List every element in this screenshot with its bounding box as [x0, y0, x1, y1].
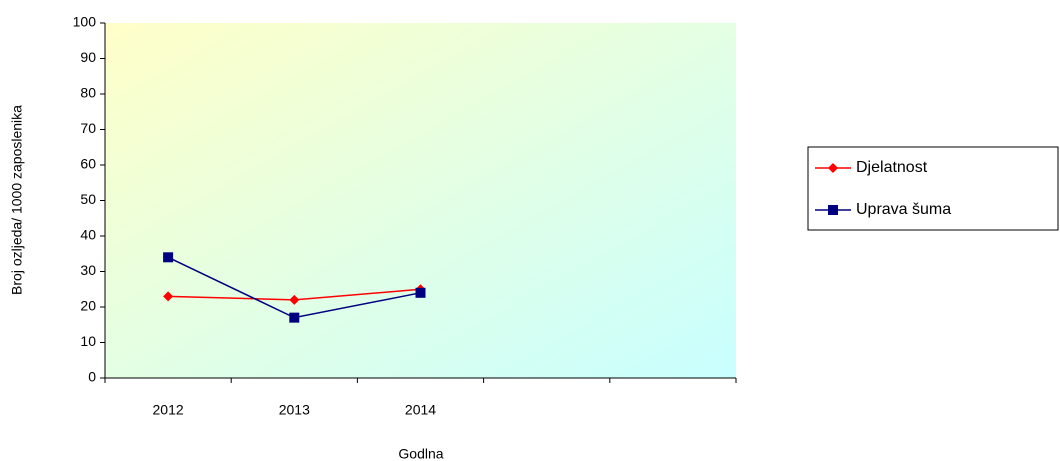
- marker: [828, 205, 838, 215]
- y-tick-label: 100: [73, 14, 97, 30]
- legend-label: Djelatnost: [856, 159, 928, 176]
- plot-area: [105, 23, 736, 378]
- y-tick-label: 40: [80, 227, 96, 243]
- y-tick-label: 50: [80, 191, 96, 207]
- legend: [807, 146, 1059, 231]
- marker: [289, 294, 300, 305]
- marker: [828, 163, 838, 173]
- y-tick-label: 70: [80, 120, 96, 136]
- x-tick-label: 2014: [405, 402, 436, 418]
- y-tick-label: 10: [80, 333, 96, 349]
- legend-label: Uprava šuma: [856, 201, 951, 218]
- x-tick-label: 2012: [153, 402, 184, 418]
- y-tick-label: 80: [80, 85, 96, 101]
- y-tick-label: 20: [80, 298, 96, 314]
- marker: [163, 252, 174, 263]
- x-tick-label: 2013: [279, 402, 310, 418]
- y-tick-label: 0: [88, 369, 96, 385]
- marker: [415, 287, 426, 298]
- y-tick-label: 90: [80, 49, 96, 65]
- x-axis-label: Godlna: [398, 446, 443, 461]
- y-axis-label: Broj ozljeda/ 1000 zaposlenika: [9, 105, 25, 295]
- y-tick-label: 60: [80, 156, 96, 172]
- marker: [289, 312, 300, 323]
- y-tick-label: 30: [80, 262, 96, 278]
- marker: [163, 291, 174, 302]
